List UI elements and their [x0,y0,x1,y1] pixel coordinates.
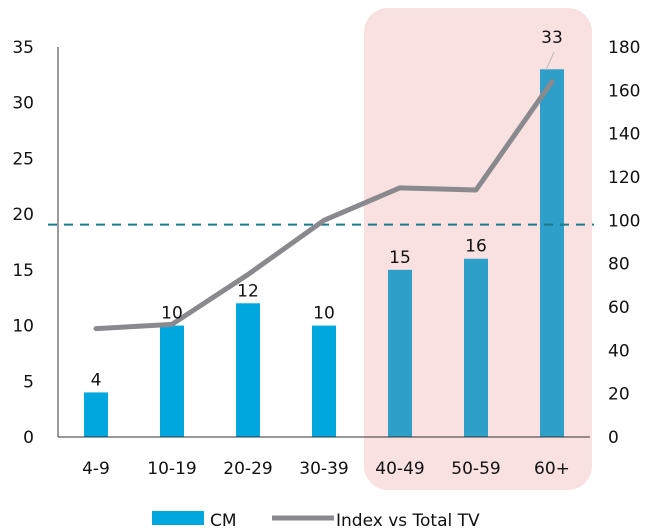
bar-40-49 [388,269,412,437]
right-tick-label: 160 [608,81,640,101]
data-label-10-19: 10 [161,304,183,324]
right-tick-label: 0 [608,428,619,448]
x-tick-label: 30-39 [299,459,348,479]
index-line [93,79,555,332]
data-label-4-9: 4 [91,370,102,390]
right-tick-label: 20 [608,385,630,405]
left-tick-label: 0 [23,428,34,448]
legend-label-cm: CM [210,511,237,528]
bar-60+ [540,69,564,438]
bar-30-39 [312,325,336,437]
left-tick-label: 20 [12,205,34,225]
bar-10-19 [160,325,184,437]
data-label-20-29: 12 [237,281,259,301]
x-tick-label: 20-29 [223,459,272,479]
x-tick-label: 40-49 [375,459,424,479]
bar-20-29 [236,303,260,437]
legend-swatch-cm [152,511,204,525]
x-tick-label: 4-9 [82,459,110,479]
data-label-60+: 33 [541,28,563,48]
right-tick-label: 120 [608,168,640,188]
legend: CM Index vs Total TV [152,511,480,528]
data-label-40-49: 15 [389,248,411,268]
right-tick-label: 40 [608,341,630,361]
right-tick-labels: 0 20 40 60 80 100 120 140 160 180 [608,38,640,448]
right-tick-label: 80 [608,255,630,275]
x-tick-labels: 4-9 10-19 20-29 30-39 40-49 50-59 60+ [82,459,570,479]
left-tick-label: 25 [12,149,34,169]
bar-50-59 [464,258,488,437]
x-tick-label: 60+ [534,459,570,479]
left-tick-label: 10 [12,317,34,337]
legend-label-index: Index vs Total TV [336,511,480,528]
data-label-leader [545,51,555,71]
right-tick-label: 60 [608,298,630,318]
left-tick-label: 15 [12,261,34,281]
x-tick-label: 10-19 [147,459,196,479]
highlight-region [364,8,592,490]
right-tick-label: 140 [608,125,640,145]
data-labels: 4 10 12 10 15 16 33 [91,28,563,390]
right-tick-label: 100 [608,211,640,231]
data-label-30-39: 10 [313,304,335,324]
right-tick-label: 180 [608,38,640,58]
left-tick-label: 5 [23,372,34,392]
x-tick-label: 50-59 [451,459,500,479]
left-tick-label: 30 [12,94,34,114]
left-tick-label: 35 [12,38,34,58]
left-tick-labels: 0 5 10 15 20 25 30 35 [12,38,34,448]
bar-4-9 [84,392,108,437]
data-label-50-59: 16 [465,237,487,257]
bar-group [84,69,564,438]
